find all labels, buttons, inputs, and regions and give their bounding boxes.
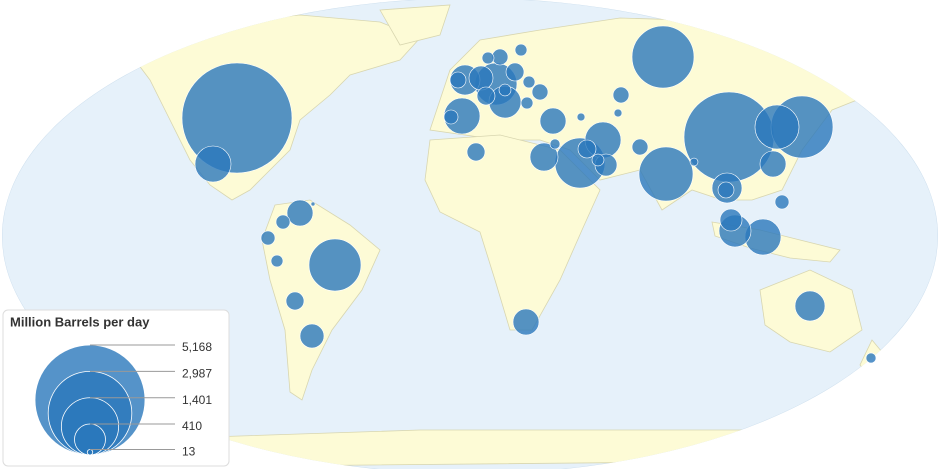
greenland: [379, 4, 451, 46]
bubble: [285, 291, 305, 311]
bubbles: [181, 25, 877, 364]
bubble: [476, 86, 496, 106]
legend-label: 13: [182, 445, 196, 459]
bubble: [631, 25, 695, 89]
bubble: [717, 181, 735, 199]
bubble: [865, 352, 877, 364]
bubble: [466, 142, 486, 162]
bubble: [591, 153, 605, 167]
bubble: [308, 238, 362, 292]
bubble: [443, 109, 459, 125]
legend-label: 2,987: [182, 367, 212, 381]
bubble: [286, 199, 314, 227]
bubble: [529, 142, 559, 172]
bubble: [744, 218, 782, 256]
bubble: [719, 208, 743, 232]
bubble: [270, 254, 284, 268]
bubble: [754, 104, 800, 150]
bubble: [522, 75, 536, 89]
bubble: [498, 83, 512, 97]
bubble: [577, 139, 597, 159]
bubble: [505, 62, 525, 82]
bubble: [613, 108, 623, 118]
bubble: [468, 65, 494, 91]
legend-items: 5,168 2,987 1,401 410 13: [34, 340, 212, 459]
legend-circle: [86, 449, 94, 456]
bubble: [449, 71, 467, 89]
bubble: [576, 112, 586, 122]
bubble: [631, 138, 649, 156]
legend-label: 1,401: [182, 393, 212, 407]
legend: Million Barrels per day 5,168 2,987 1,401 4…: [2, 309, 230, 467]
bubble: [481, 51, 495, 65]
bubble: [514, 43, 528, 57]
legend-title: Million Barrels per day: [10, 314, 150, 329]
bubble: [531, 83, 549, 101]
bubble: [794, 290, 826, 322]
bubble: [491, 48, 509, 66]
bubble: [181, 62, 293, 174]
bubble: [299, 323, 325, 349]
bubble: [539, 107, 567, 135]
bubble: [275, 214, 291, 230]
bubble: [310, 201, 316, 207]
bubble: [260, 230, 276, 246]
bubble: [512, 308, 540, 336]
bubble: [689, 157, 699, 167]
bubble: [774, 194, 790, 210]
bubble: [520, 96, 534, 110]
bubble: [194, 145, 232, 183]
bubble: [612, 86, 630, 104]
bubble: [638, 146, 694, 202]
legend-label: 410: [182, 419, 202, 433]
bubble: [549, 138, 561, 150]
bubble: [759, 150, 787, 178]
legend-label: 5,168: [182, 340, 212, 354]
